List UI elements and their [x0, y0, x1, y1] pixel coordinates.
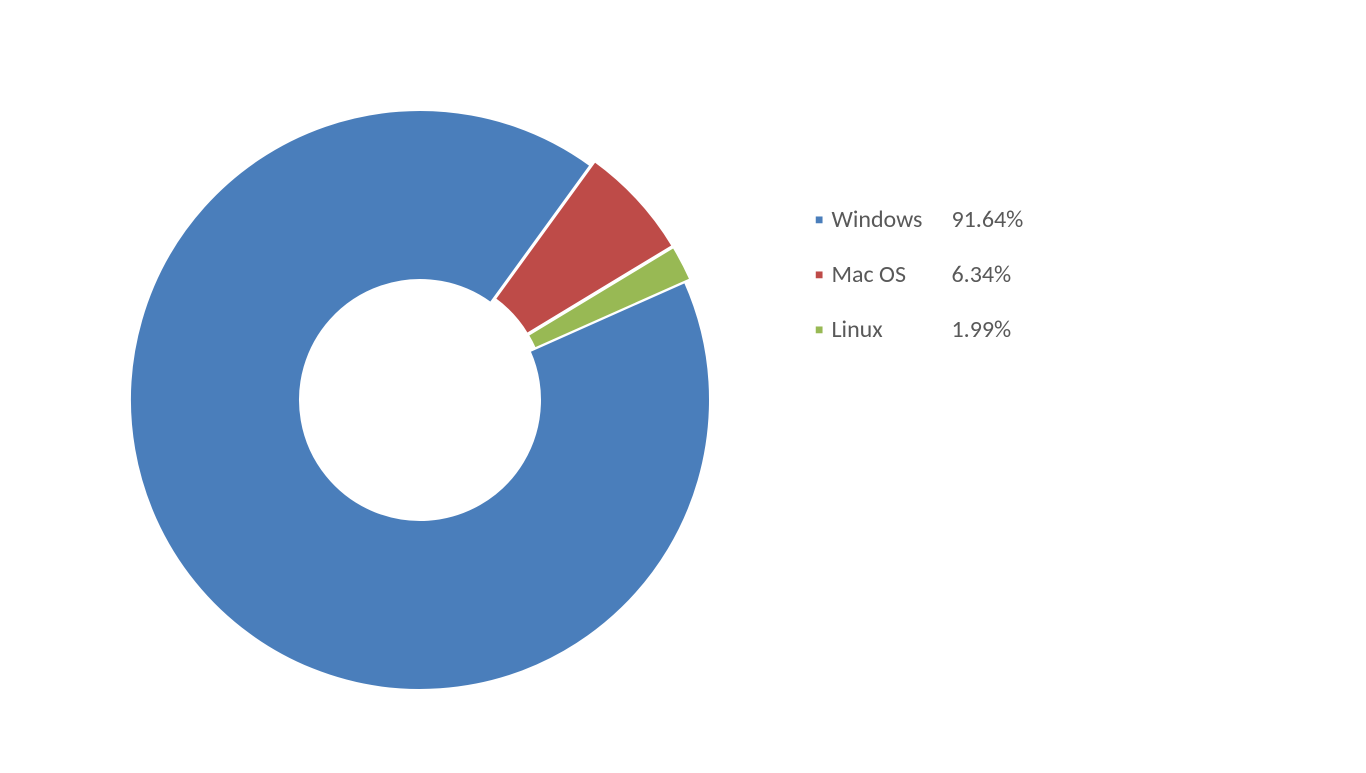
legend-label: Mac OS: [831, 260, 951, 289]
legend-swatch-icon: ■: [815, 213, 823, 227]
legend-item-linux: ■ Linux1.99%: [815, 315, 1023, 344]
legend-label: Windows: [831, 205, 951, 234]
legend-value: 91.64%: [951, 205, 1023, 234]
legend-label: Linux: [831, 315, 951, 344]
chart-stage: ■ Windows91.64% ■ Mac OS6.34% ■ Linux1.99%: [0, 0, 1366, 768]
donut-chart: [0, 0, 1366, 773]
legend-item-mac-os: ■ Mac OS6.34%: [815, 260, 1023, 289]
legend-value: 6.34%: [951, 260, 1011, 289]
legend: ■ Windows91.64% ■ Mac OS6.34% ■ Linux1.99%: [815, 205, 1023, 344]
legend-item-windows: ■ Windows91.64%: [815, 205, 1023, 234]
legend-swatch-icon: ■: [815, 323, 823, 337]
legend-value: 1.99%: [951, 315, 1011, 344]
legend-swatch-icon: ■: [815, 268, 823, 282]
